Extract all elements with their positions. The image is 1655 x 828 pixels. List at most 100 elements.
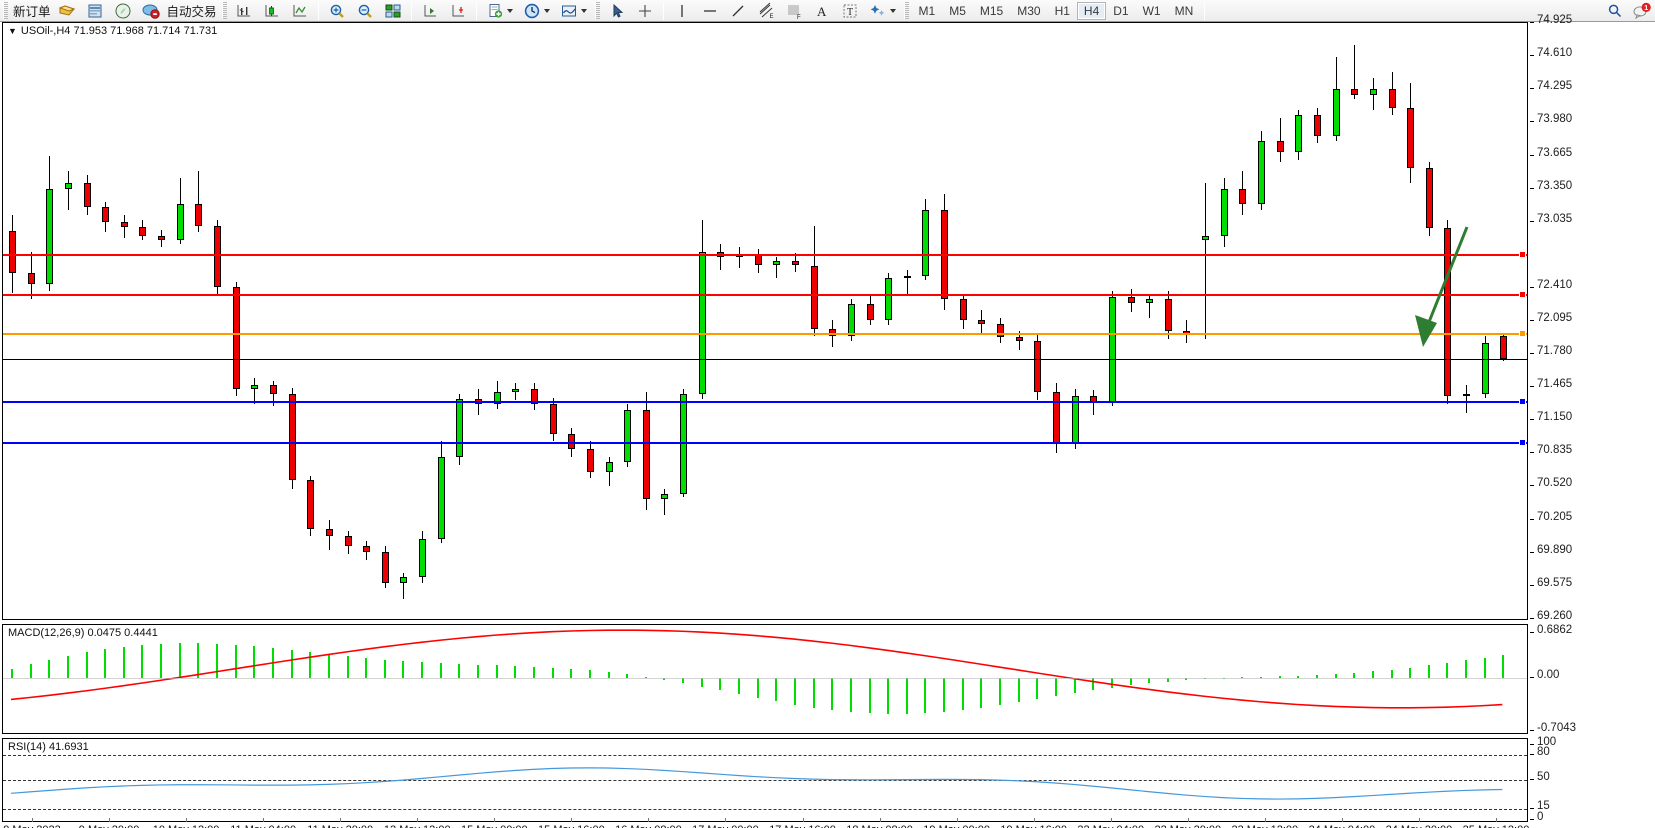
candle xyxy=(83,23,92,619)
time-tick xyxy=(1418,818,1420,822)
macd-histogram-bar xyxy=(160,643,163,679)
trendline-tool-button[interactable] xyxy=(724,1,752,21)
candle xyxy=(1146,23,1154,619)
toolbar-grip[interactable] xyxy=(3,2,8,19)
level-handle-support-2[interactable] xyxy=(1519,438,1526,446)
time-label: 22 May 04:00 xyxy=(1077,824,1144,828)
macd-histogram-bar xyxy=(346,656,349,679)
level-line-support-2[interactable] xyxy=(3,441,1527,444)
toolbar-grip-3[interactable] xyxy=(594,2,600,19)
macd-histogram-bar xyxy=(365,657,368,679)
level-line-support-1[interactable] xyxy=(3,400,1527,403)
macd-histogram-bar xyxy=(980,678,983,708)
data-window-button[interactable] xyxy=(81,1,109,21)
candle xyxy=(791,23,800,619)
level-handle-pivot[interactable] xyxy=(1519,329,1526,337)
auto-scroll-button[interactable] xyxy=(444,1,472,21)
level-line-current-price[interactable] xyxy=(3,359,1527,361)
symbol-header[interactable]: ▼ USOil-,H4 71.953 71.968 71.714 71.731 xyxy=(7,25,219,37)
zoom-out-button[interactable] xyxy=(351,1,379,21)
macd-histogram-bar xyxy=(1427,665,1430,679)
macd-histogram-bar xyxy=(626,674,629,679)
timeframe-m5[interactable]: M5 xyxy=(949,3,966,18)
candlestick-button[interactable] xyxy=(258,1,286,21)
timeframe-mn[interactable]: MN xyxy=(1174,3,1194,18)
time-tick xyxy=(956,818,958,822)
candle xyxy=(288,23,297,619)
cursor-tool-button[interactable] xyxy=(603,1,631,21)
timeframe-m30[interactable]: M30 xyxy=(1017,3,1041,18)
timeframe-m15[interactable]: M15 xyxy=(979,3,1004,18)
macd-histogram-bar xyxy=(570,668,573,679)
level-handle-resistance-2[interactable] xyxy=(1519,250,1526,258)
new-order-button[interactable]: 新订单 xyxy=(11,1,53,21)
text-label-tool-button[interactable]: A xyxy=(808,1,836,21)
timeframe-d1[interactable]: D1 xyxy=(1113,3,1129,18)
shapes-chevron-down-icon[interactable] xyxy=(889,8,896,13)
period-chevron-down-icon[interactable] xyxy=(543,8,550,13)
macd-histogram-bar xyxy=(104,649,107,679)
price-axis[interactable]: 74.925 74.610 74.295 73.980 73.665 73.350 73.0… xyxy=(1530,14,1654,622)
timeframe-m1[interactable]: M1 xyxy=(918,3,936,18)
chart-shell: ▼ USOil-,H4 71.953 71.968 71.714 71.731 … xyxy=(0,14,1655,828)
candle xyxy=(1276,23,1285,619)
navigator-button[interactable] xyxy=(109,1,137,21)
tile-windows-button[interactable] xyxy=(379,1,407,21)
vline-icon xyxy=(673,2,691,20)
line-chart-button[interactable] xyxy=(286,1,314,21)
fibo-tool-button[interactable]: F xyxy=(780,1,808,21)
macd-histogram-bar xyxy=(738,678,741,695)
rsi-pane[interactable]: RSI(14) 41.6931 xyxy=(2,738,1528,822)
timeframe-w1[interactable]: W1 xyxy=(1142,3,1161,18)
crosshair-tool-button[interactable] xyxy=(631,1,659,21)
time-label: 9 May 20:00 xyxy=(79,824,140,828)
time-label: 22 May 20:00 xyxy=(1154,824,1221,828)
collapse-chevron-down-icon[interactable]: ▼ xyxy=(8,26,17,36)
level-line-pivot[interactable] xyxy=(3,332,1527,335)
toolbar-grip-4[interactable] xyxy=(903,2,909,19)
text-box-icon: T xyxy=(841,2,859,20)
text-box-tool-button[interactable]: T xyxy=(836,1,864,21)
macd-pane[interactable]: MACD(12,26,9) 0.0475 0.4441 xyxy=(2,624,1528,734)
equidistant-tool-button[interactable]: E xyxy=(752,1,780,21)
down-arrow-annotation[interactable] xyxy=(1403,223,1483,363)
price-chart-pane[interactable]: ▼ USOil-,H4 71.953 71.968 71.714 71.731 xyxy=(2,22,1528,620)
toolbar-separator-3 xyxy=(475,1,477,20)
level-line-resistance-2[interactable] xyxy=(3,253,1527,256)
macd-histogram-bar xyxy=(682,678,685,684)
autotrade-button[interactable] xyxy=(137,1,165,21)
indicators-chevron-down-icon[interactable] xyxy=(580,8,587,13)
toolbar-grip-2[interactable] xyxy=(221,2,227,19)
templates-chevron-down-icon[interactable] xyxy=(506,8,513,13)
bar-chart-button[interactable] xyxy=(230,1,258,21)
folder-icon-button[interactable] xyxy=(53,1,81,21)
vline-tool-button[interactable] xyxy=(668,1,696,21)
time-axis[interactable]: 9 May 2023 9 May 20:00 10 May 12:00 11 May … xyxy=(2,818,1529,828)
macd-histogram-bar xyxy=(719,678,722,691)
search-button[interactable] xyxy=(1601,1,1629,21)
candle xyxy=(139,23,147,619)
zoom-in-button[interactable] xyxy=(323,1,351,21)
macd-histogram-bar xyxy=(66,655,69,679)
level-line-resistance-1[interactable] xyxy=(3,293,1527,296)
level-handle-resistance-1[interactable] xyxy=(1519,290,1526,298)
hline-tool-button[interactable] xyxy=(696,1,724,21)
notification-button[interactable]: 1 xyxy=(1629,1,1655,21)
shapes-tool-button[interactable] xyxy=(864,1,901,21)
timeframe-h4[interactable]: H4 xyxy=(1076,1,1107,20)
time-label: 24 May 04:00 xyxy=(1309,824,1376,828)
shift-end-button[interactable] xyxy=(416,1,444,21)
time-tick xyxy=(1264,818,1266,822)
indicators-button[interactable] xyxy=(555,1,592,21)
autotrade-label-text[interactable]: 自动交易 xyxy=(165,1,219,21)
macd-histogram-bar xyxy=(1334,674,1337,679)
candle xyxy=(214,23,222,619)
line-chart-icon xyxy=(291,2,309,20)
level-handle-support-1[interactable] xyxy=(1519,397,1526,405)
period-button[interactable] xyxy=(518,1,555,21)
templates-button[interactable] xyxy=(481,1,518,21)
macd-histogram-bar xyxy=(1110,678,1113,688)
candle xyxy=(195,23,203,619)
timeframe-h1[interactable]: H1 xyxy=(1054,3,1070,18)
macd-histogram-bar xyxy=(999,678,1002,706)
